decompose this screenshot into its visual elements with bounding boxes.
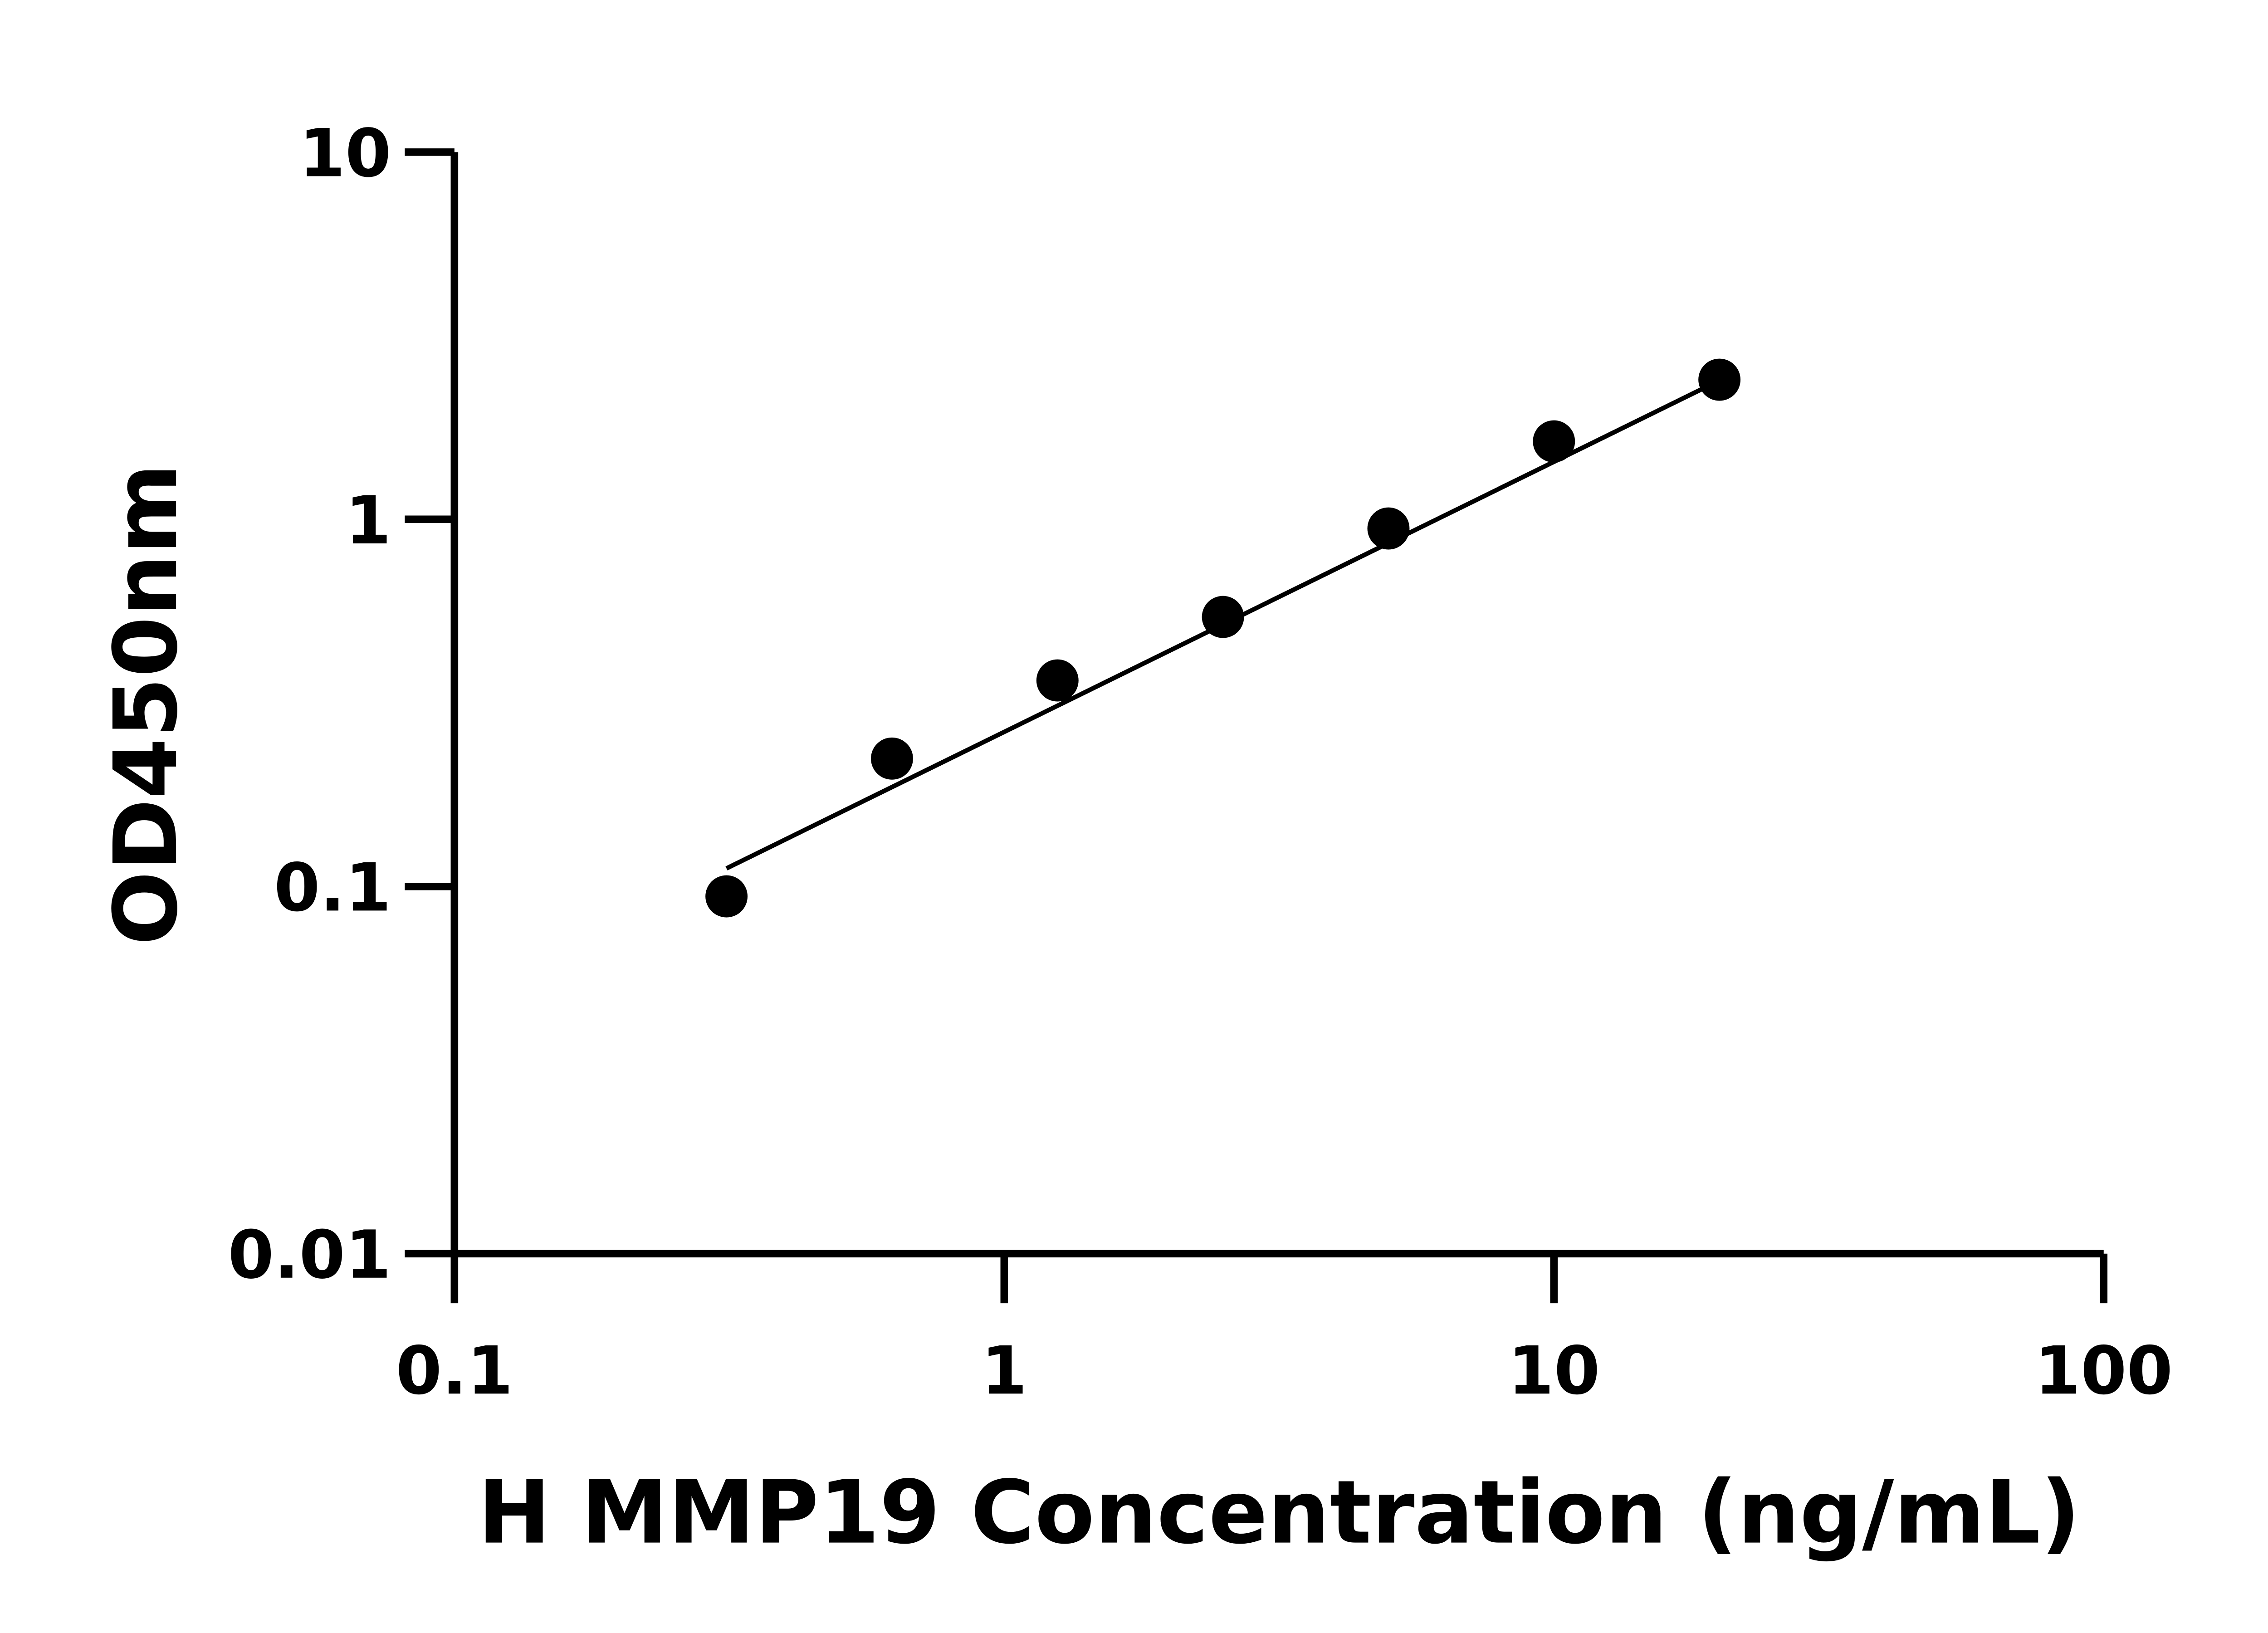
x-tick-label: 1: [981, 1333, 1027, 1409]
data-point: [1367, 507, 1410, 550]
data-point: [1698, 358, 1741, 401]
x-tick-label: 0.1: [396, 1333, 513, 1409]
y-tick-label: 10: [299, 115, 391, 192]
data-point: [1533, 420, 1575, 463]
data-point: [705, 875, 748, 918]
data-marks: [705, 358, 1741, 918]
axes: [450, 152, 2104, 1258]
data-point: [870, 737, 913, 780]
y-tick-label: 0.01: [228, 1217, 391, 1294]
x-axis-ticks: 0.1 1 10 100: [396, 1253, 2173, 1409]
data-point: [1036, 659, 1079, 702]
y-axis-label: OD450nm: [95, 464, 197, 945]
x-axis-label: H MMP19 Concentration (ng/mL): [478, 1462, 2080, 1564]
y-axis-ticks: 0.01 0.1 1 10: [228, 115, 455, 1294]
x-tick-label: 100: [2034, 1333, 2173, 1409]
data-point: [1202, 596, 1244, 638]
y-tick-label: 0.1: [274, 850, 391, 926]
x-tick-label: 10: [1508, 1333, 1600, 1409]
y-tick-label: 1: [345, 483, 391, 559]
